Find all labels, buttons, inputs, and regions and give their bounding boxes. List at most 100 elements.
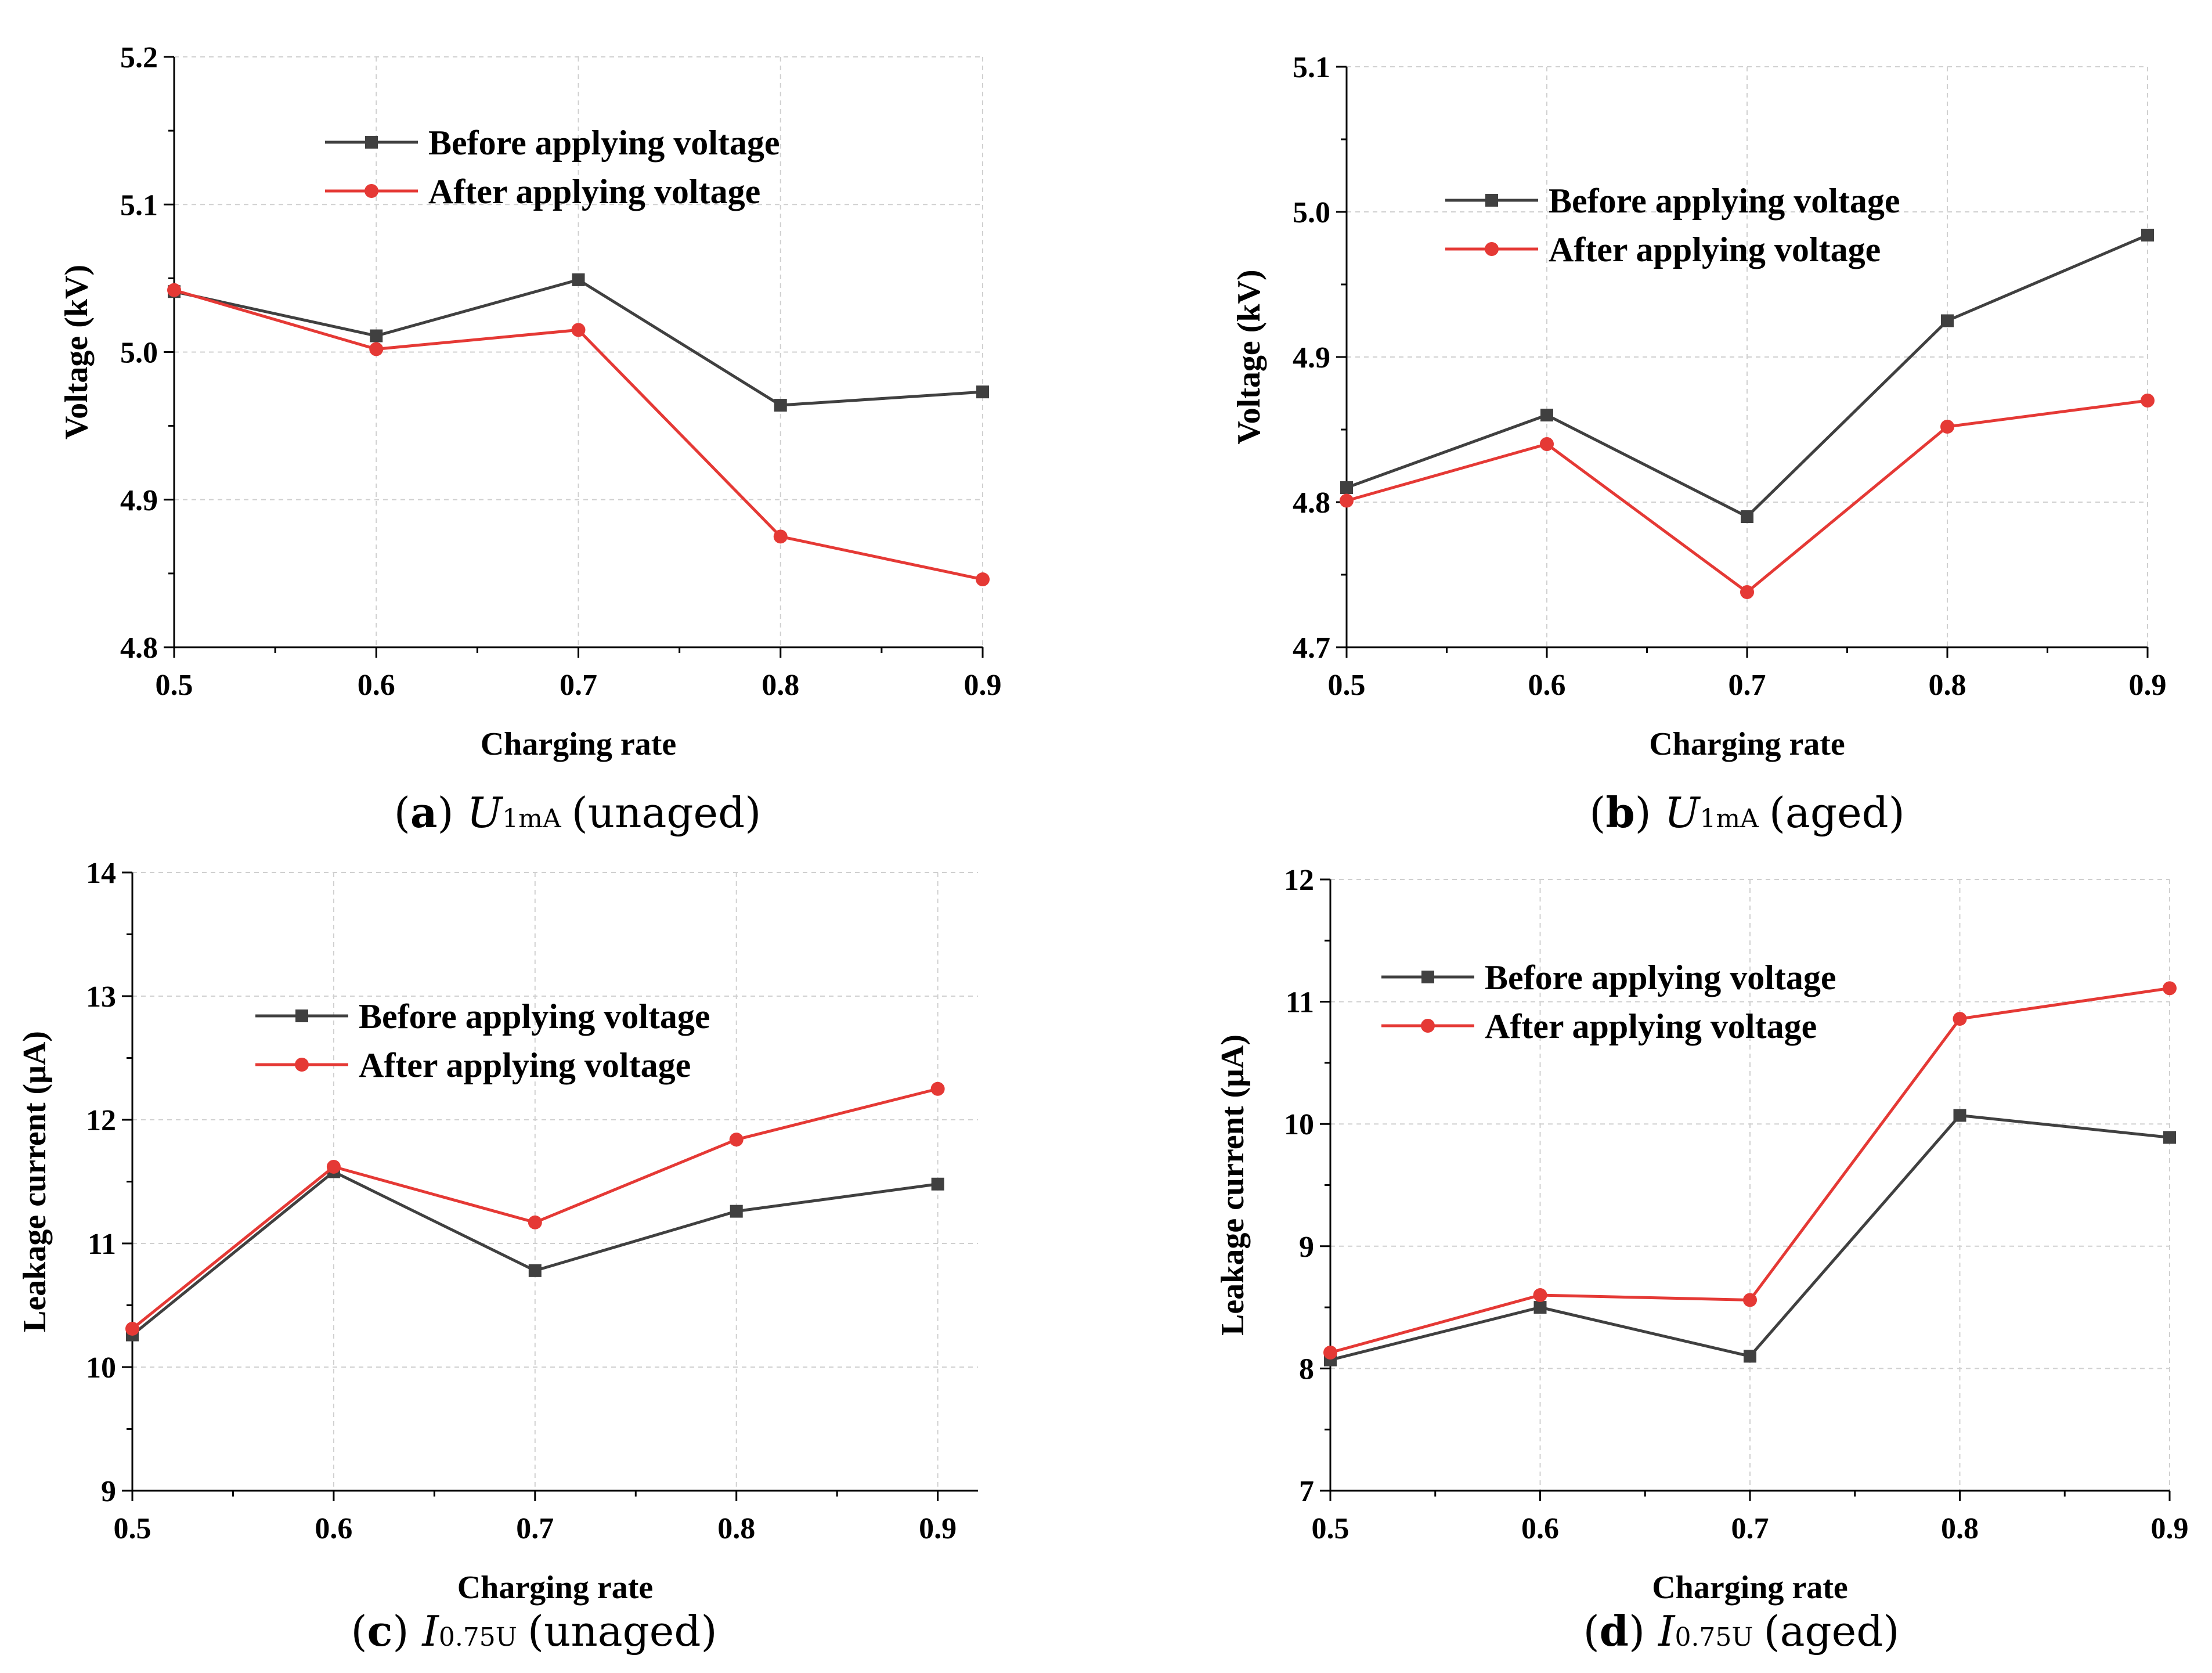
x-axis-ticks: 0.5 0.6 0.7 0.8 0.9 (156, 647, 1002, 702)
gridlines (174, 56, 983, 647)
x-tick-label: 0.6 (358, 669, 395, 702)
x-tick-label: 0.5 (114, 1512, 151, 1545)
caption-subscript: 1mA (502, 804, 562, 834)
legend-label: Before applying voltage (359, 997, 710, 1036)
subfigure-caption: (c) I0.75U (unaged) (351, 1606, 717, 1656)
caption-open-paren: ( (1589, 788, 1605, 837)
data-point-square (528, 1264, 542, 1277)
caption-subscript: 0.75U (439, 1622, 517, 1652)
data-point-circle (930, 1081, 945, 1096)
caption-tail: (aged) (1764, 1607, 1900, 1656)
caption-letter: d (1600, 1606, 1629, 1656)
caption-subscript: 0.75U (1675, 1622, 1753, 1652)
data-point-circle (1953, 1012, 1967, 1026)
chart-panel-a: 0.5 0.6 0.7 0.8 0.9 4.8 4.9 5.0 5.1 5.2 Charging r… (59, 41, 1002, 837)
x-tick-label: 0.6 (1521, 1512, 1559, 1545)
y-tick-label: 4.8 (120, 632, 158, 665)
y-tick-label: 9 (1299, 1231, 1314, 1264)
caption-tail: (aged) (1769, 788, 1905, 837)
gridlines (132, 872, 978, 1491)
series-after (1340, 394, 2155, 599)
x-tick-label: 0.9 (2129, 669, 2167, 702)
series-after (125, 1081, 945, 1336)
data-point-circle (1740, 585, 1754, 599)
y-axis-title: Voltage (kV) (59, 265, 95, 439)
y-tick-label: 13 (86, 980, 116, 1014)
data-point-circle (1940, 420, 1954, 434)
x-tick-label: 0.7 (1729, 669, 1766, 702)
caption-open-paren: ( (1583, 1607, 1600, 1656)
x-axis-title: Charging rate (1649, 726, 1845, 762)
data-point-square (370, 329, 383, 342)
data-point-circle (729, 1133, 744, 1147)
chart-panel-b: 0.5 0.6 0.7 0.8 0.9 4.7 4.8 4.9 5.0 5.1 Charging r… (1231, 51, 2167, 837)
legend-marker-circle (1485, 242, 1499, 256)
data-point-square (2163, 1131, 2176, 1144)
y-axis-title: Leakage current (μA) (1215, 1034, 1251, 1336)
legend-label: After applying voltage (359, 1046, 691, 1084)
legend-label: Before applying voltage (1485, 958, 1836, 997)
data-point-circle (1533, 1288, 1547, 1303)
data-point-circle (976, 572, 990, 587)
data-point-circle (1323, 1346, 1337, 1360)
legend-marker-square (365, 136, 378, 149)
subfigure-caption: (a) U1mA (unaged) (394, 788, 762, 837)
y-tick-label: 9 (101, 1475, 116, 1508)
legend-marker-square (295, 1009, 308, 1022)
x-axis-ticks: 0.5 0.6 0.7 0.8 0.9 (1312, 1491, 2189, 1545)
caption-close-paren: ) (1629, 1607, 1658, 1656)
caption-symbol: I (1657, 1607, 1676, 1656)
data-point-square (1741, 510, 1753, 523)
data-point-square (1744, 1350, 1756, 1363)
chart-panel-d: 0.5 0.6 0.7 0.8 0.9 7 8 9 10 11 12 Charging rate Lea… (1215, 864, 2189, 1656)
caption-tail: (unaged) (572, 788, 762, 837)
caption-symbol: U (467, 788, 503, 837)
legend-marker-circle (295, 1058, 309, 1072)
data-point-square (1540, 409, 1553, 421)
series-after (1323, 981, 2177, 1360)
y-tick-label: 10 (1284, 1108, 1314, 1141)
y-tick-label: 12 (1284, 864, 1314, 897)
y-tick-label: 5.0 (1293, 196, 1330, 229)
chart-panel-c: 0.5 0.6 0.7 0.8 0.9 9 10 11 12 13 14 Charging rate L… (17, 857, 978, 1656)
y-tick-label: 11 (1286, 986, 1314, 1019)
legend: Before applying voltage After applying vo… (325, 124, 780, 211)
x-axis-title: Charging rate (1652, 1570, 1848, 1606)
caption-letter: b (1605, 788, 1634, 837)
x-tick-label: 0.8 (762, 669, 799, 702)
x-axis-title: Charging rate (457, 1570, 654, 1606)
legend: Before applying voltage After applying vo… (255, 997, 710, 1084)
y-tick-label: 5.1 (120, 189, 158, 222)
caption-close-paren: ) (392, 1607, 422, 1656)
legend-label: After applying voltage (1485, 1007, 1817, 1045)
gridlines (1347, 66, 2148, 647)
x-tick-label: 0.7 (516, 1512, 554, 1545)
series-before (1340, 229, 2154, 523)
data-point-square (2141, 229, 2154, 241)
x-axis-ticks: 0.5 0.6 0.7 0.8 0.9 (114, 1491, 957, 1545)
subfigure-caption: (b) U1mA (aged) (1589, 788, 1905, 837)
y-tick-label: 14 (86, 857, 116, 890)
data-point-circle (326, 1159, 341, 1174)
series-line (174, 278, 983, 407)
x-tick-label: 0.6 (1528, 669, 1566, 702)
legend-label: After applying voltage (1549, 230, 1881, 269)
y-tick-label: 7 (1299, 1475, 1314, 1508)
legend-label: Before applying voltage (428, 124, 780, 162)
x-tick-label: 0.5 (1312, 1512, 1349, 1545)
caption-symbol: U (1665, 788, 1701, 837)
data-point-circle (1743, 1293, 1757, 1307)
y-tick-label: 5.2 (120, 41, 158, 74)
x-tick-label: 0.9 (964, 669, 1002, 702)
data-point-circle (2163, 981, 2177, 996)
data-point-square (774, 399, 787, 412)
y-tick-label: 5.1 (1293, 51, 1330, 84)
caption-symbol: I (421, 1607, 439, 1656)
x-tick-label: 0.9 (2151, 1512, 2189, 1545)
data-point-circle (369, 342, 384, 356)
x-tick-label: 0.7 (560, 669, 597, 702)
caption-tail: (unaged) (528, 1607, 717, 1656)
y-tick-label: 10 (86, 1351, 116, 1384)
data-point-square (1941, 314, 1954, 327)
data-point-circle (571, 323, 586, 337)
